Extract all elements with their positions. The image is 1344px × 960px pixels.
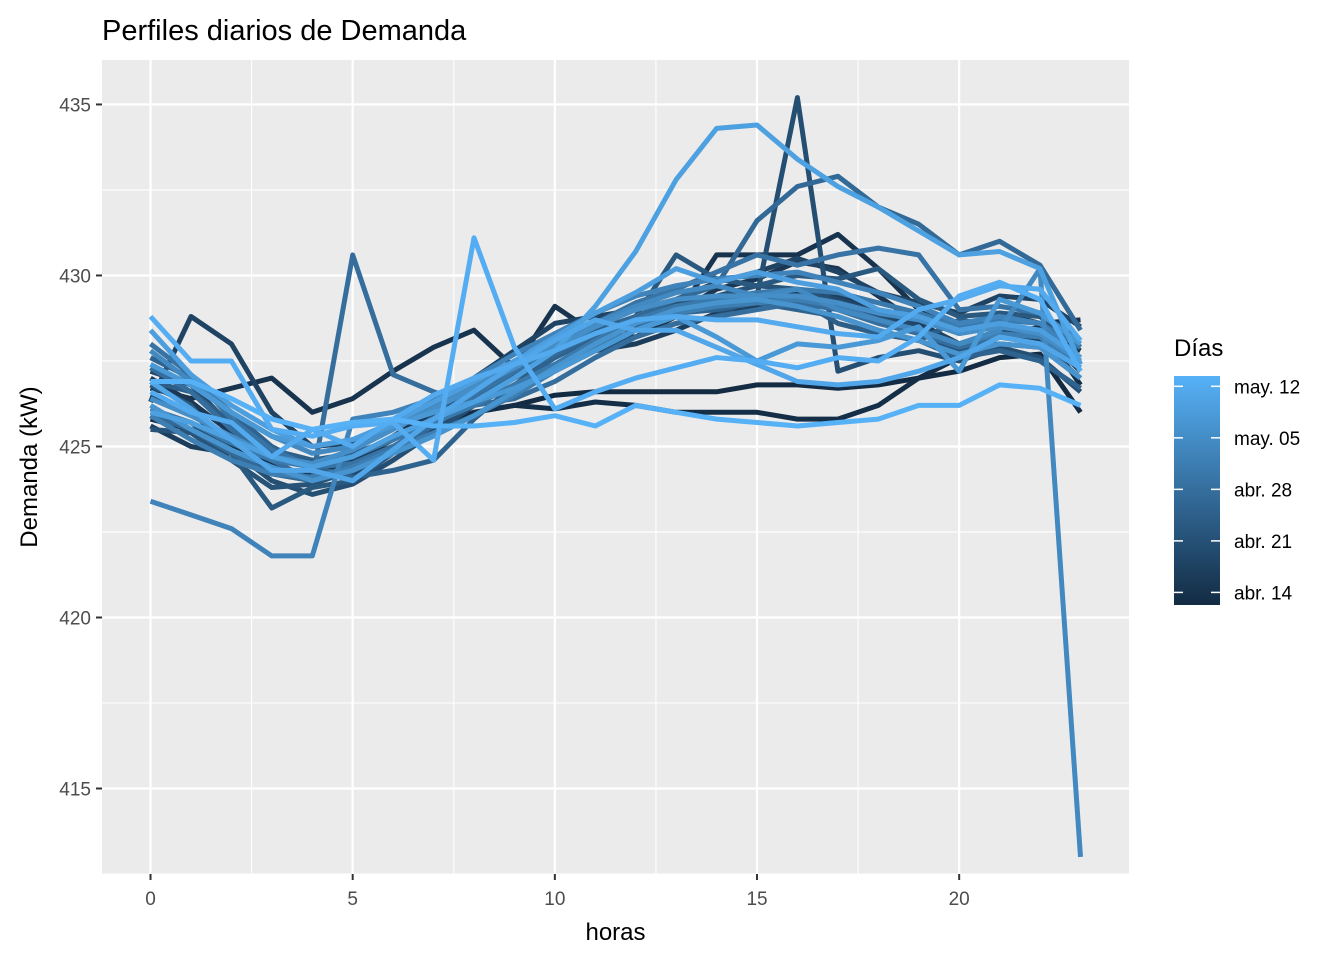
legend-label: abr. 14 — [1234, 583, 1293, 604]
y-tick-label: 425 — [59, 437, 91, 458]
y-axis: 415 420 425 430 435 — [59, 95, 102, 800]
x-axis-title: horas — [585, 919, 645, 946]
legend: Días may. 12 may. 05 abr. 28 abr. 21 abr. 14 — [1174, 335, 1300, 605]
y-tick-label: 430 — [59, 266, 91, 287]
legend-ticks: may. 12 may. 05 abr. 28 abr. 21 abr. 14 — [1174, 377, 1300, 604]
x-axis: 0 5 10 15 20 — [145, 874, 970, 910]
series-line-20 — [149, 293, 1082, 467]
series-line-24 — [149, 122, 1083, 470]
x-tick-label: 0 — [145, 889, 156, 910]
legend-colorbar — [1174, 376, 1220, 605]
legend-label: may. 12 — [1234, 377, 1300, 398]
legend-title: Días — [1174, 335, 1223, 362]
x-tick-label: 20 — [949, 889, 970, 910]
series-line-28 — [150, 379, 1082, 432]
x-tick-label: 5 — [347, 889, 358, 910]
y-tick-label: 435 — [59, 95, 91, 116]
series-line-23 — [148, 266, 1082, 449]
legend-label: may. 05 — [1234, 429, 1300, 450]
y-tick-label: 415 — [59, 779, 91, 800]
x-tick-label: 10 — [544, 889, 565, 910]
y-tick-label: 420 — [59, 608, 91, 629]
x-tick-label: 15 — [746, 889, 767, 910]
legend-label: abr. 21 — [1234, 532, 1292, 553]
series-line-21 — [149, 296, 1083, 484]
y-axis-title: Demanda (kW) — [16, 386, 43, 547]
chart-title: Perfiles diarios de Demanda — [102, 15, 467, 47]
series-line-27 — [148, 235, 1083, 463]
series-lines — [148, 95, 1083, 858]
legend-label: abr. 28 — [1234, 480, 1292, 501]
